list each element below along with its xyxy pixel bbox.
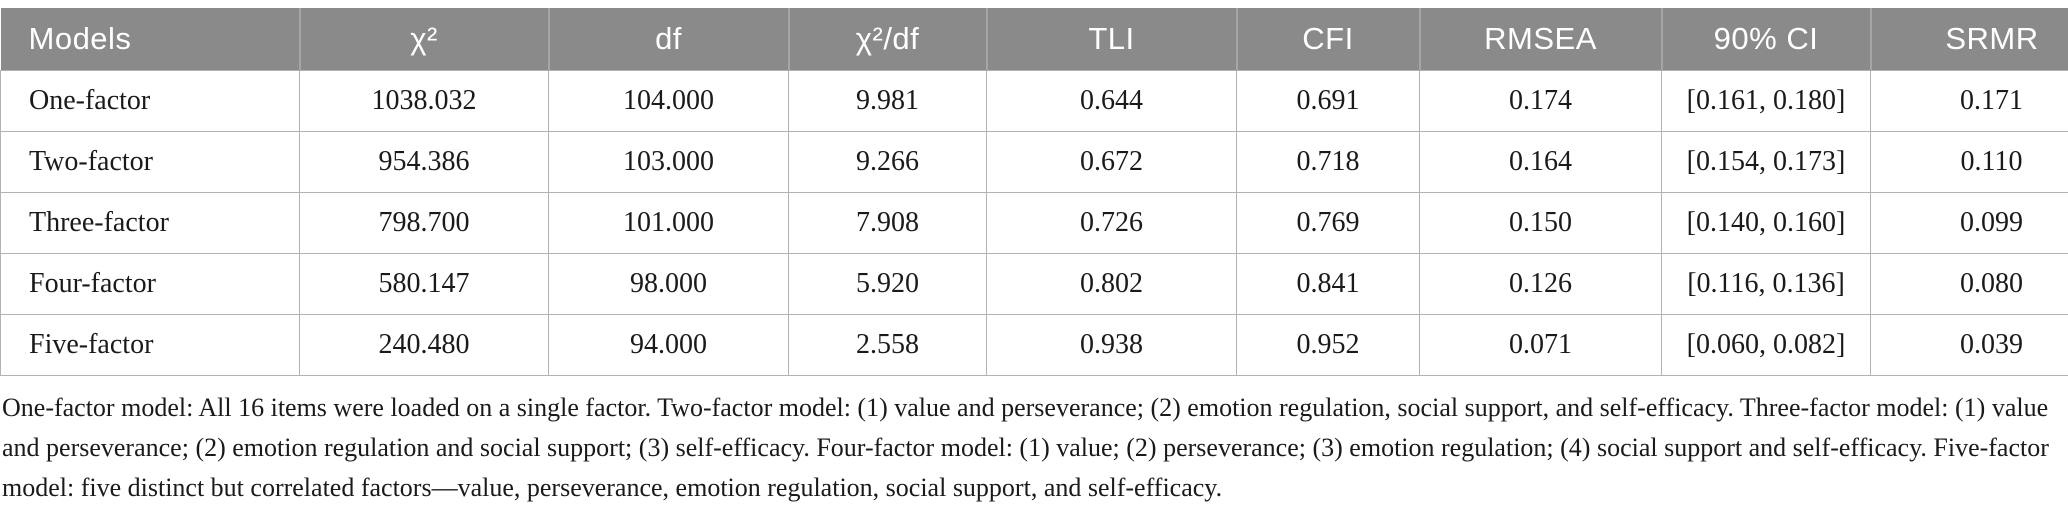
table-cell: 0.110: [1871, 132, 2068, 193]
column-header: df: [549, 8, 789, 71]
table-cell: 2.558: [789, 315, 987, 376]
column-header: RMSEA: [1420, 8, 1662, 71]
table-cell: 0.126: [1420, 254, 1662, 315]
table-cell: 0.691: [1237, 71, 1420, 132]
table-cell: 0.802: [987, 254, 1237, 315]
table-cell: 0.644: [987, 71, 1237, 132]
table-cell: 1038.032: [300, 71, 549, 132]
table-cell: 0.938: [987, 315, 1237, 376]
table-cell: [0.060, 0.082]: [1662, 315, 1871, 376]
column-header: CFI: [1237, 8, 1420, 71]
column-header: χ²: [300, 8, 549, 71]
table-cell: 94.000: [549, 315, 789, 376]
table-cell: 0.099: [1871, 193, 2068, 254]
table-cell: 0.071: [1420, 315, 1662, 376]
table-cell: 798.700: [300, 193, 549, 254]
table-cell: 0.841: [1237, 254, 1420, 315]
table-cell: [0.154, 0.173]: [1662, 132, 1871, 193]
table-cell: 9.266: [789, 132, 987, 193]
table-cell: 0.164: [1420, 132, 1662, 193]
table-cell: 0.039: [1871, 315, 2068, 376]
column-header: SRMR: [1871, 8, 2068, 71]
table-cell: 7.908: [789, 193, 987, 254]
table-cell: 0.672: [987, 132, 1237, 193]
column-header: χ²/df: [789, 8, 987, 71]
table-cell: [0.140, 0.160]: [1662, 193, 1871, 254]
row-label-cell: Four-factor: [1, 254, 300, 315]
table-cell: [0.161, 0.180]: [1662, 71, 1871, 132]
table-cell: 101.000: [549, 193, 789, 254]
table-footnote: One-factor model: All 16 items were load…: [2, 388, 2066, 508]
table-cell: 580.147: [300, 254, 549, 315]
column-header: TLI: [987, 8, 1237, 71]
table-cell: 0.080: [1871, 254, 2068, 315]
table-cell: 954.386: [300, 132, 549, 193]
row-label-cell: Two-factor: [1, 132, 300, 193]
table-cell: 104.000: [549, 71, 789, 132]
table-cell: 0.718: [1237, 132, 1420, 193]
table-cell: 98.000: [549, 254, 789, 315]
table-cell: 0.769: [1237, 193, 1420, 254]
row-label-cell: One-factor: [1, 71, 300, 132]
table-cell: 103.000: [549, 132, 789, 193]
table-cell: 9.981: [789, 71, 987, 132]
table-cell: 5.920: [789, 254, 987, 315]
table-cell: 0.952: [1237, 315, 1420, 376]
row-label-cell: Three-factor: [1, 193, 300, 254]
table-cell: 0.174: [1420, 71, 1662, 132]
table-cell: 0.171: [1871, 71, 2068, 132]
table-cell: 240.480: [300, 315, 549, 376]
column-header: 90% CI: [1662, 8, 1871, 71]
table-cell: 0.150: [1420, 193, 1662, 254]
row-label-cell: Five-factor: [1, 315, 300, 376]
table-cell: [0.116, 0.136]: [1662, 254, 1871, 315]
column-header: Models: [1, 8, 300, 71]
table-cell: 0.726: [987, 193, 1237, 254]
